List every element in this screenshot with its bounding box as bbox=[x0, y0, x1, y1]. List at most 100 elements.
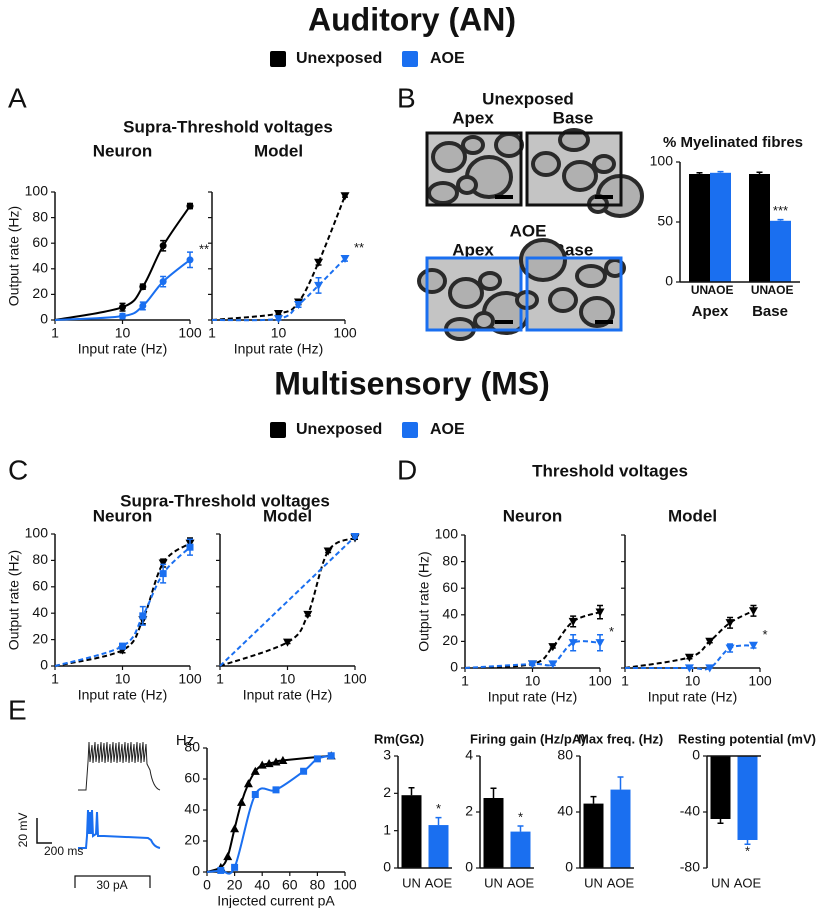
y-tick-label: 0 bbox=[40, 657, 48, 673]
x-tick-label: 80 bbox=[310, 877, 326, 893]
data-point bbox=[548, 660, 558, 669]
bar bbox=[737, 756, 758, 840]
y-tick-label: 0 bbox=[665, 273, 673, 289]
fibre bbox=[579, 296, 615, 328]
data-point bbox=[186, 543, 194, 551]
chart-title: % Myelinated fibres bbox=[663, 134, 803, 151]
error-bar bbox=[490, 787, 497, 798]
y-tick-label: 0 bbox=[565, 859, 573, 875]
data-point bbox=[528, 660, 537, 669]
y-tick-label: 40 bbox=[442, 606, 458, 622]
bar bbox=[689, 174, 710, 282]
y-tick-label: 20 bbox=[32, 285, 48, 301]
legend-label: AOE bbox=[430, 421, 465, 438]
data-point bbox=[274, 315, 283, 324]
y-tick-label: 1 bbox=[383, 821, 391, 837]
chart-title: Neuron bbox=[503, 506, 563, 525]
legend-label: Unexposed bbox=[296, 50, 382, 67]
data-point bbox=[568, 617, 578, 626]
bar-label: UN bbox=[691, 283, 708, 297]
data-point bbox=[217, 866, 225, 874]
data-point bbox=[725, 644, 735, 653]
data-point bbox=[303, 610, 313, 620]
x-tick-label: UN bbox=[584, 875, 603, 890]
data-point bbox=[119, 642, 126, 650]
fibre bbox=[531, 151, 561, 177]
bar bbox=[483, 798, 504, 868]
micrograph-border bbox=[525, 256, 623, 332]
y-tick-label: 60 bbox=[442, 579, 458, 595]
x-axis-label: Input rate (Hz) bbox=[78, 687, 167, 703]
annotation: * bbox=[518, 809, 523, 824]
data-point bbox=[323, 547, 333, 556]
y-tick-label: 40 bbox=[32, 260, 48, 276]
error-bar bbox=[517, 825, 524, 832]
x-tick-label: 10 bbox=[685, 673, 701, 689]
y-tick-label: 20 bbox=[184, 832, 200, 848]
annotation: ** bbox=[199, 241, 209, 256]
micrograph-scale bbox=[595, 195, 613, 199]
data-point bbox=[314, 258, 324, 267]
chart-title: Neuron bbox=[93, 506, 153, 525]
data-point bbox=[159, 278, 167, 286]
bar-label: AOE bbox=[767, 283, 793, 297]
annotation: * bbox=[609, 624, 614, 639]
scale-bar bbox=[36, 818, 52, 844]
legend-swatch bbox=[402, 422, 418, 438]
section-title: Multisensory (MS) bbox=[274, 365, 550, 401]
micrograph bbox=[425, 131, 524, 207]
annotation: ** bbox=[354, 240, 364, 255]
data-point bbox=[139, 302, 147, 310]
y-tick-label: 80 bbox=[184, 739, 200, 755]
bar bbox=[749, 174, 770, 282]
fibre bbox=[575, 264, 607, 288]
data-point bbox=[271, 757, 281, 766]
fibre bbox=[417, 268, 447, 294]
error-bar bbox=[717, 819, 724, 824]
y-tick-label: 2 bbox=[383, 784, 391, 800]
data-point bbox=[294, 301, 304, 310]
error-bar bbox=[590, 795, 597, 804]
image-label: Apex bbox=[452, 108, 494, 127]
fibre bbox=[562, 160, 598, 192]
data-point bbox=[230, 824, 240, 833]
y-tick-label: 0 bbox=[40, 311, 48, 327]
data-point bbox=[158, 559, 168, 568]
error-bar bbox=[717, 170, 724, 173]
data-point bbox=[283, 638, 292, 647]
chart-title: Model bbox=[254, 141, 303, 160]
x-tick-label: UN bbox=[711, 875, 730, 890]
x-tick-label: 40 bbox=[254, 877, 270, 893]
data-point bbox=[237, 797, 246, 806]
bar bbox=[428, 825, 449, 868]
error-bar bbox=[744, 840, 751, 845]
chart-title: Model bbox=[668, 506, 717, 525]
bar bbox=[710, 172, 731, 282]
y-tick-label: 0 bbox=[450, 659, 458, 675]
y-tick-label: 0 bbox=[465, 859, 473, 875]
x-tick-label: 20 bbox=[227, 877, 243, 893]
x-tick-label: 60 bbox=[282, 877, 298, 893]
micrograph-border bbox=[425, 131, 523, 207]
chart-title: Model bbox=[263, 506, 312, 525]
y-tick-label: 0 bbox=[192, 863, 200, 879]
legend-swatch bbox=[270, 51, 286, 67]
data-point bbox=[548, 643, 558, 652]
y-tick-label: 40 bbox=[557, 803, 573, 819]
x-tick-label: 100 bbox=[333, 325, 357, 341]
panel-heading: Supra-Threshold voltages bbox=[120, 491, 330, 510]
y-tick-label: 80 bbox=[442, 552, 458, 568]
image-group-title: Unexposed bbox=[482, 89, 574, 108]
bar bbox=[610, 789, 631, 868]
y-axis-label: Output rate (Hz) bbox=[416, 551, 432, 651]
image-group-title: AOE bbox=[510, 221, 547, 240]
trace-unexposed bbox=[78, 741, 161, 791]
data-point bbox=[159, 570, 167, 578]
data-point bbox=[251, 791, 259, 798]
data-point bbox=[264, 759, 274, 768]
fibre bbox=[519, 238, 567, 282]
y-tick-label: -80 bbox=[680, 859, 700, 875]
fibre bbox=[448, 277, 484, 309]
y-tick-label: 40 bbox=[184, 801, 200, 817]
